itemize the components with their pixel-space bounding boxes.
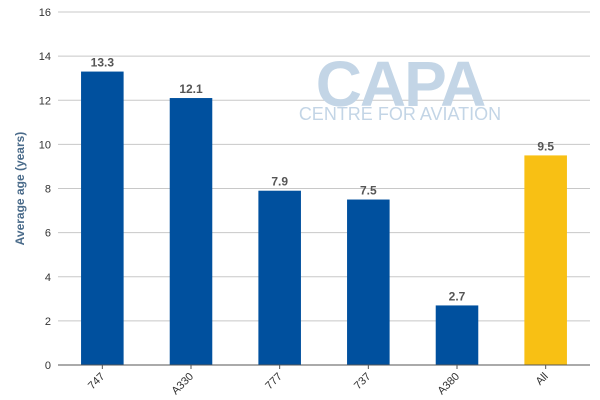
data-label: 7.5 <box>360 184 377 198</box>
gridlines <box>58 11 590 322</box>
x-tick-label: 777 <box>263 371 284 392</box>
data-label: 7.9 <box>271 175 288 189</box>
y-tick-label: 2 <box>45 316 51 328</box>
watermark-tagline: CENTRE FOR AVIATION <box>299 104 501 124</box>
y-axis-ticks: 0 2 4 6 8 10 12 14 16 <box>39 7 51 372</box>
data-label: 12.1 <box>179 82 203 96</box>
bars <box>81 71 567 365</box>
capa-watermark: CAPA CENTRE FOR AVIATION <box>299 48 501 124</box>
y-tick-label: 14 <box>39 51 51 63</box>
y-tick-label: 16 <box>39 7 51 19</box>
x-tick-label: A380 <box>435 371 462 398</box>
y-tick-label: 4 <box>45 272 51 284</box>
y-tick-label: 8 <box>45 184 51 196</box>
data-labels: 13.3 12.1 7.9 7.5 2.7 9.5 <box>91 56 555 304</box>
bar-a330 <box>169 98 213 365</box>
x-tick-label: 747 <box>86 371 107 392</box>
bar-777 <box>258 190 301 365</box>
y-tick-label: 10 <box>39 139 51 151</box>
bar-747 <box>81 71 124 365</box>
data-label: 13.3 <box>91 56 115 70</box>
x-tick-label: A330 <box>169 371 196 398</box>
data-label: 9.5 <box>537 139 554 153</box>
x-axis-ticks: 747 A330 777 737 A380 All <box>86 365 551 397</box>
bar-a380 <box>435 305 479 365</box>
x-tick-label: All <box>534 371 551 388</box>
watermark-brand: CAPA <box>316 48 485 120</box>
data-label: 2.7 <box>449 289 466 303</box>
y-tick-label: 0 <box>45 360 51 372</box>
bar-all <box>524 155 567 365</box>
bar-737 <box>347 199 390 365</box>
x-tick-label: 737 <box>352 371 373 392</box>
y-tick-label: 6 <box>45 228 51 240</box>
y-axis-title: Average age (years) <box>13 132 27 246</box>
y-tick-label: 12 <box>39 95 51 107</box>
